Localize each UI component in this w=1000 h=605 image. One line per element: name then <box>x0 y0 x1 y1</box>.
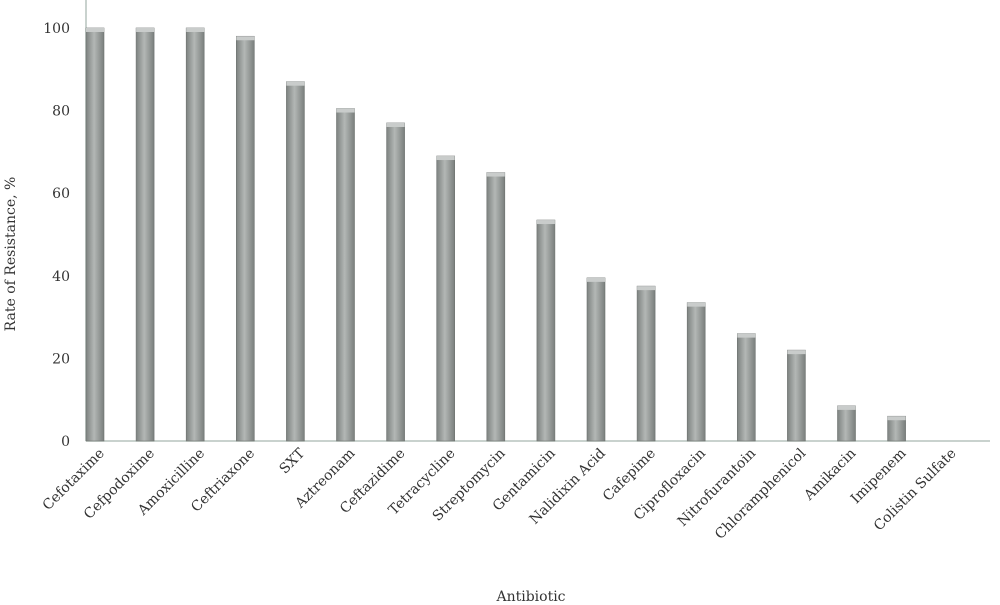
bar-ceftazidime <box>386 122 405 442</box>
bar-top-cap <box>637 286 656 291</box>
bar-top-cap <box>286 81 305 86</box>
plot-area: 0 20 40 60 80 100 CefotaximeCefpodoximeAmoxic… <box>40 0 990 543</box>
bar-amikacin <box>837 405 856 442</box>
bar-top-cap <box>737 333 756 338</box>
bar-top-cap <box>86 28 104 32</box>
y-tick-label: 40 <box>52 269 70 285</box>
bar-cafepime <box>636 285 656 442</box>
bar-top-cap <box>386 122 405 127</box>
bar-amoxicilline <box>185 27 205 442</box>
bar-top-cap <box>336 108 355 113</box>
bar-top-cap <box>186 28 205 32</box>
bar-top-cap <box>687 302 706 307</box>
bar-ceftriaxone <box>236 35 255 442</box>
bar-top-cap <box>787 350 806 355</box>
y-tick-labels: 0 20 40 60 80 100 <box>43 21 70 450</box>
bar-sxt <box>286 81 305 442</box>
x-tick-label: Chloramphenicol <box>712 445 810 543</box>
bar-top-cap <box>436 156 455 161</box>
bar-streptomycin <box>486 172 506 442</box>
bar-aztreonam <box>336 108 355 442</box>
bar-top-cap <box>536 220 555 225</box>
bar-cefotaxime <box>85 27 105 442</box>
y-tick-label: 100 <box>43 21 70 37</box>
bars-group <box>85 27 906 442</box>
x-axis-title: Antibiotic <box>495 589 565 605</box>
y-axis-title: Rate of Resistance, % <box>3 177 19 332</box>
bar-top-cap <box>587 277 605 282</box>
bar-tetracycline <box>436 155 456 442</box>
x-tick-labels: CefotaximeCefpodoximeAmoxicillineCeftria… <box>40 445 960 543</box>
bar-top-cap <box>837 405 856 410</box>
y-tick-label: 80 <box>52 104 70 120</box>
bar-top-cap <box>486 172 505 177</box>
x-tick-label: SXT <box>276 445 308 477</box>
bar-top-cap <box>136 28 155 32</box>
bar-nalidixin-acid <box>586 277 606 442</box>
bar-top-cap <box>236 36 255 41</box>
bar-nitrofurantoin <box>736 333 756 442</box>
bar-ciprofloxacin <box>686 302 706 442</box>
bar-gentamicin <box>536 219 556 442</box>
y-tick-label: 0 <box>61 434 70 450</box>
bar-top-cap <box>887 416 906 421</box>
y-tick-label: 60 <box>52 186 70 202</box>
bar-cefpodoxime <box>135 27 155 442</box>
y-tick-label: 20 <box>52 351 70 367</box>
bar-chloramphenicol <box>787 349 806 442</box>
